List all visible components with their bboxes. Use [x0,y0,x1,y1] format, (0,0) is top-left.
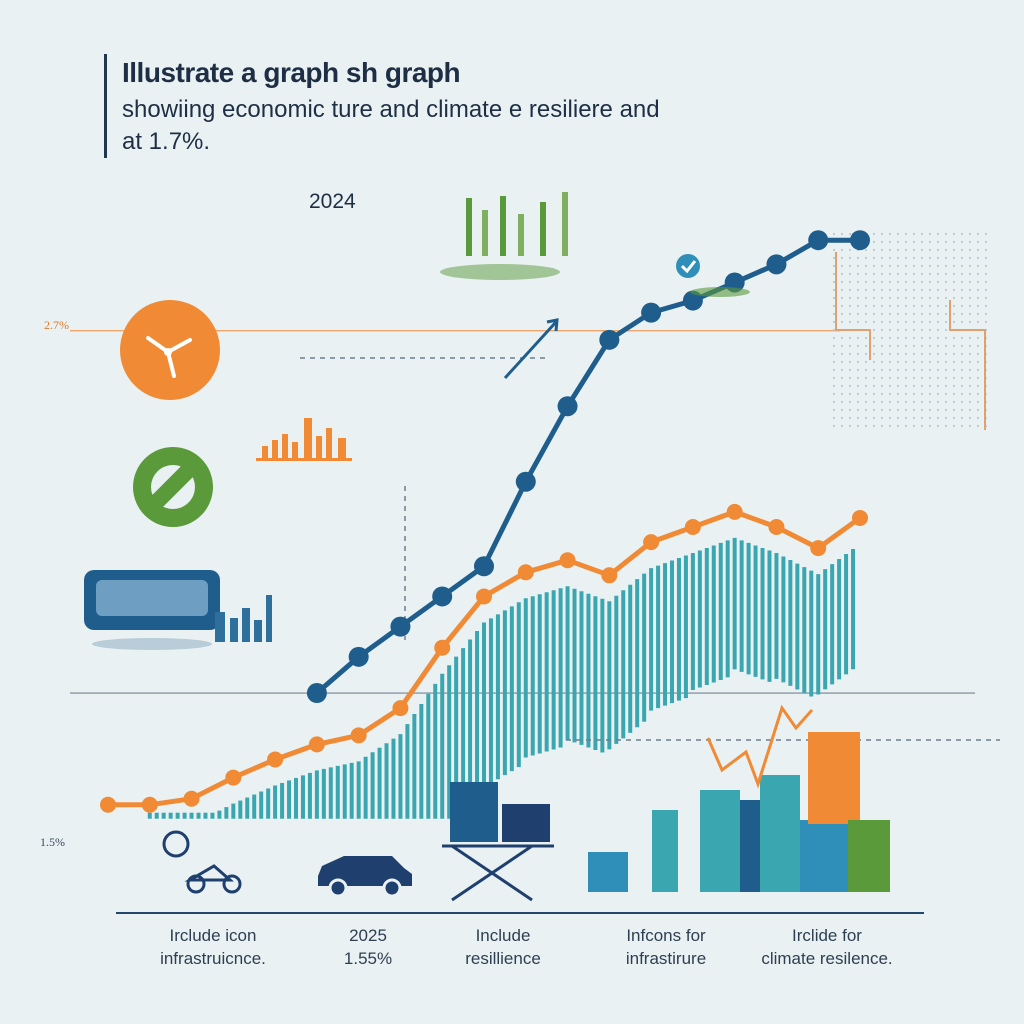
truck-icon [84,570,220,650]
blue-series-point [641,302,662,323]
orange-series-point [350,727,367,744]
caption-2: 2025 1.55% [343,926,393,968]
orange-series-point [559,552,576,569]
checkmark-icon [676,254,750,297]
blue-series-point [599,329,620,350]
orange-series-point [225,769,242,786]
orange-series-point [601,567,618,584]
blue-series-point [557,396,578,417]
dotted-grid-panel [828,232,988,432]
dashed-guides [300,357,1000,741]
orange-series-point [517,564,534,581]
blue-series [306,230,870,704]
caption-1: Irclude icon infrastruicnce. [160,926,266,968]
orange-factory-icon [256,418,352,461]
plants-icon [440,192,568,280]
mini-trend-icon [706,704,814,789]
blue-series-point [432,586,453,607]
year-label: 2024 [309,190,356,213]
blue-series-point [682,290,703,311]
panel-outline [835,252,986,430]
orange-series [100,503,868,813]
page-subtitle-rate: at 1.7%. [122,128,211,155]
page-subtitle: showiing economic ture and climate e res… [122,96,660,123]
blue-series-point [850,230,870,251]
reference-label-lower: 1.5% [40,835,65,849]
trend-arrow-icon [503,318,559,380]
blue-series-point [390,616,411,637]
bicycle-icon [162,830,242,894]
orange-series-point [141,796,158,813]
orange-series-point [100,796,116,813]
orange-series-point [684,519,701,535]
blue-series-point [348,646,369,667]
blue-series-point [515,471,536,492]
orange-series-point [308,736,325,753]
orange-series-point [768,519,785,535]
orange-series-point [476,588,492,605]
reference-label-upper: 2.7% [44,318,69,332]
orange-series-point [810,540,827,557]
caption-4: Infcons for infrastirure [625,926,707,968]
table-icon [442,782,554,902]
orange-series-point [392,700,409,717]
factory-icon [215,595,272,642]
orange-series-point [183,790,200,807]
car-icon [318,856,412,898]
orange-series-point [267,751,284,768]
blue-series-point [474,556,494,577]
blue-series-point [808,230,829,251]
title-accent-bar [104,54,107,158]
page-title: Illustrate a graph sh graph [122,57,461,88]
teal-area-series [147,537,856,819]
orange-series-point [852,509,868,526]
bottom-axis [116,912,924,914]
caption-5: Irclide for climate resilence. [761,926,893,968]
orange-series-point [643,534,660,551]
city-skyline-icon [588,732,890,892]
orange-series-point [726,503,743,520]
gear-icon [133,447,213,527]
blue-series-point [766,254,787,275]
blue-series-point [306,683,327,704]
orange-series-point [434,639,451,656]
caption-3: Include resillience [465,926,541,968]
wind-turbine-icon [120,300,220,400]
